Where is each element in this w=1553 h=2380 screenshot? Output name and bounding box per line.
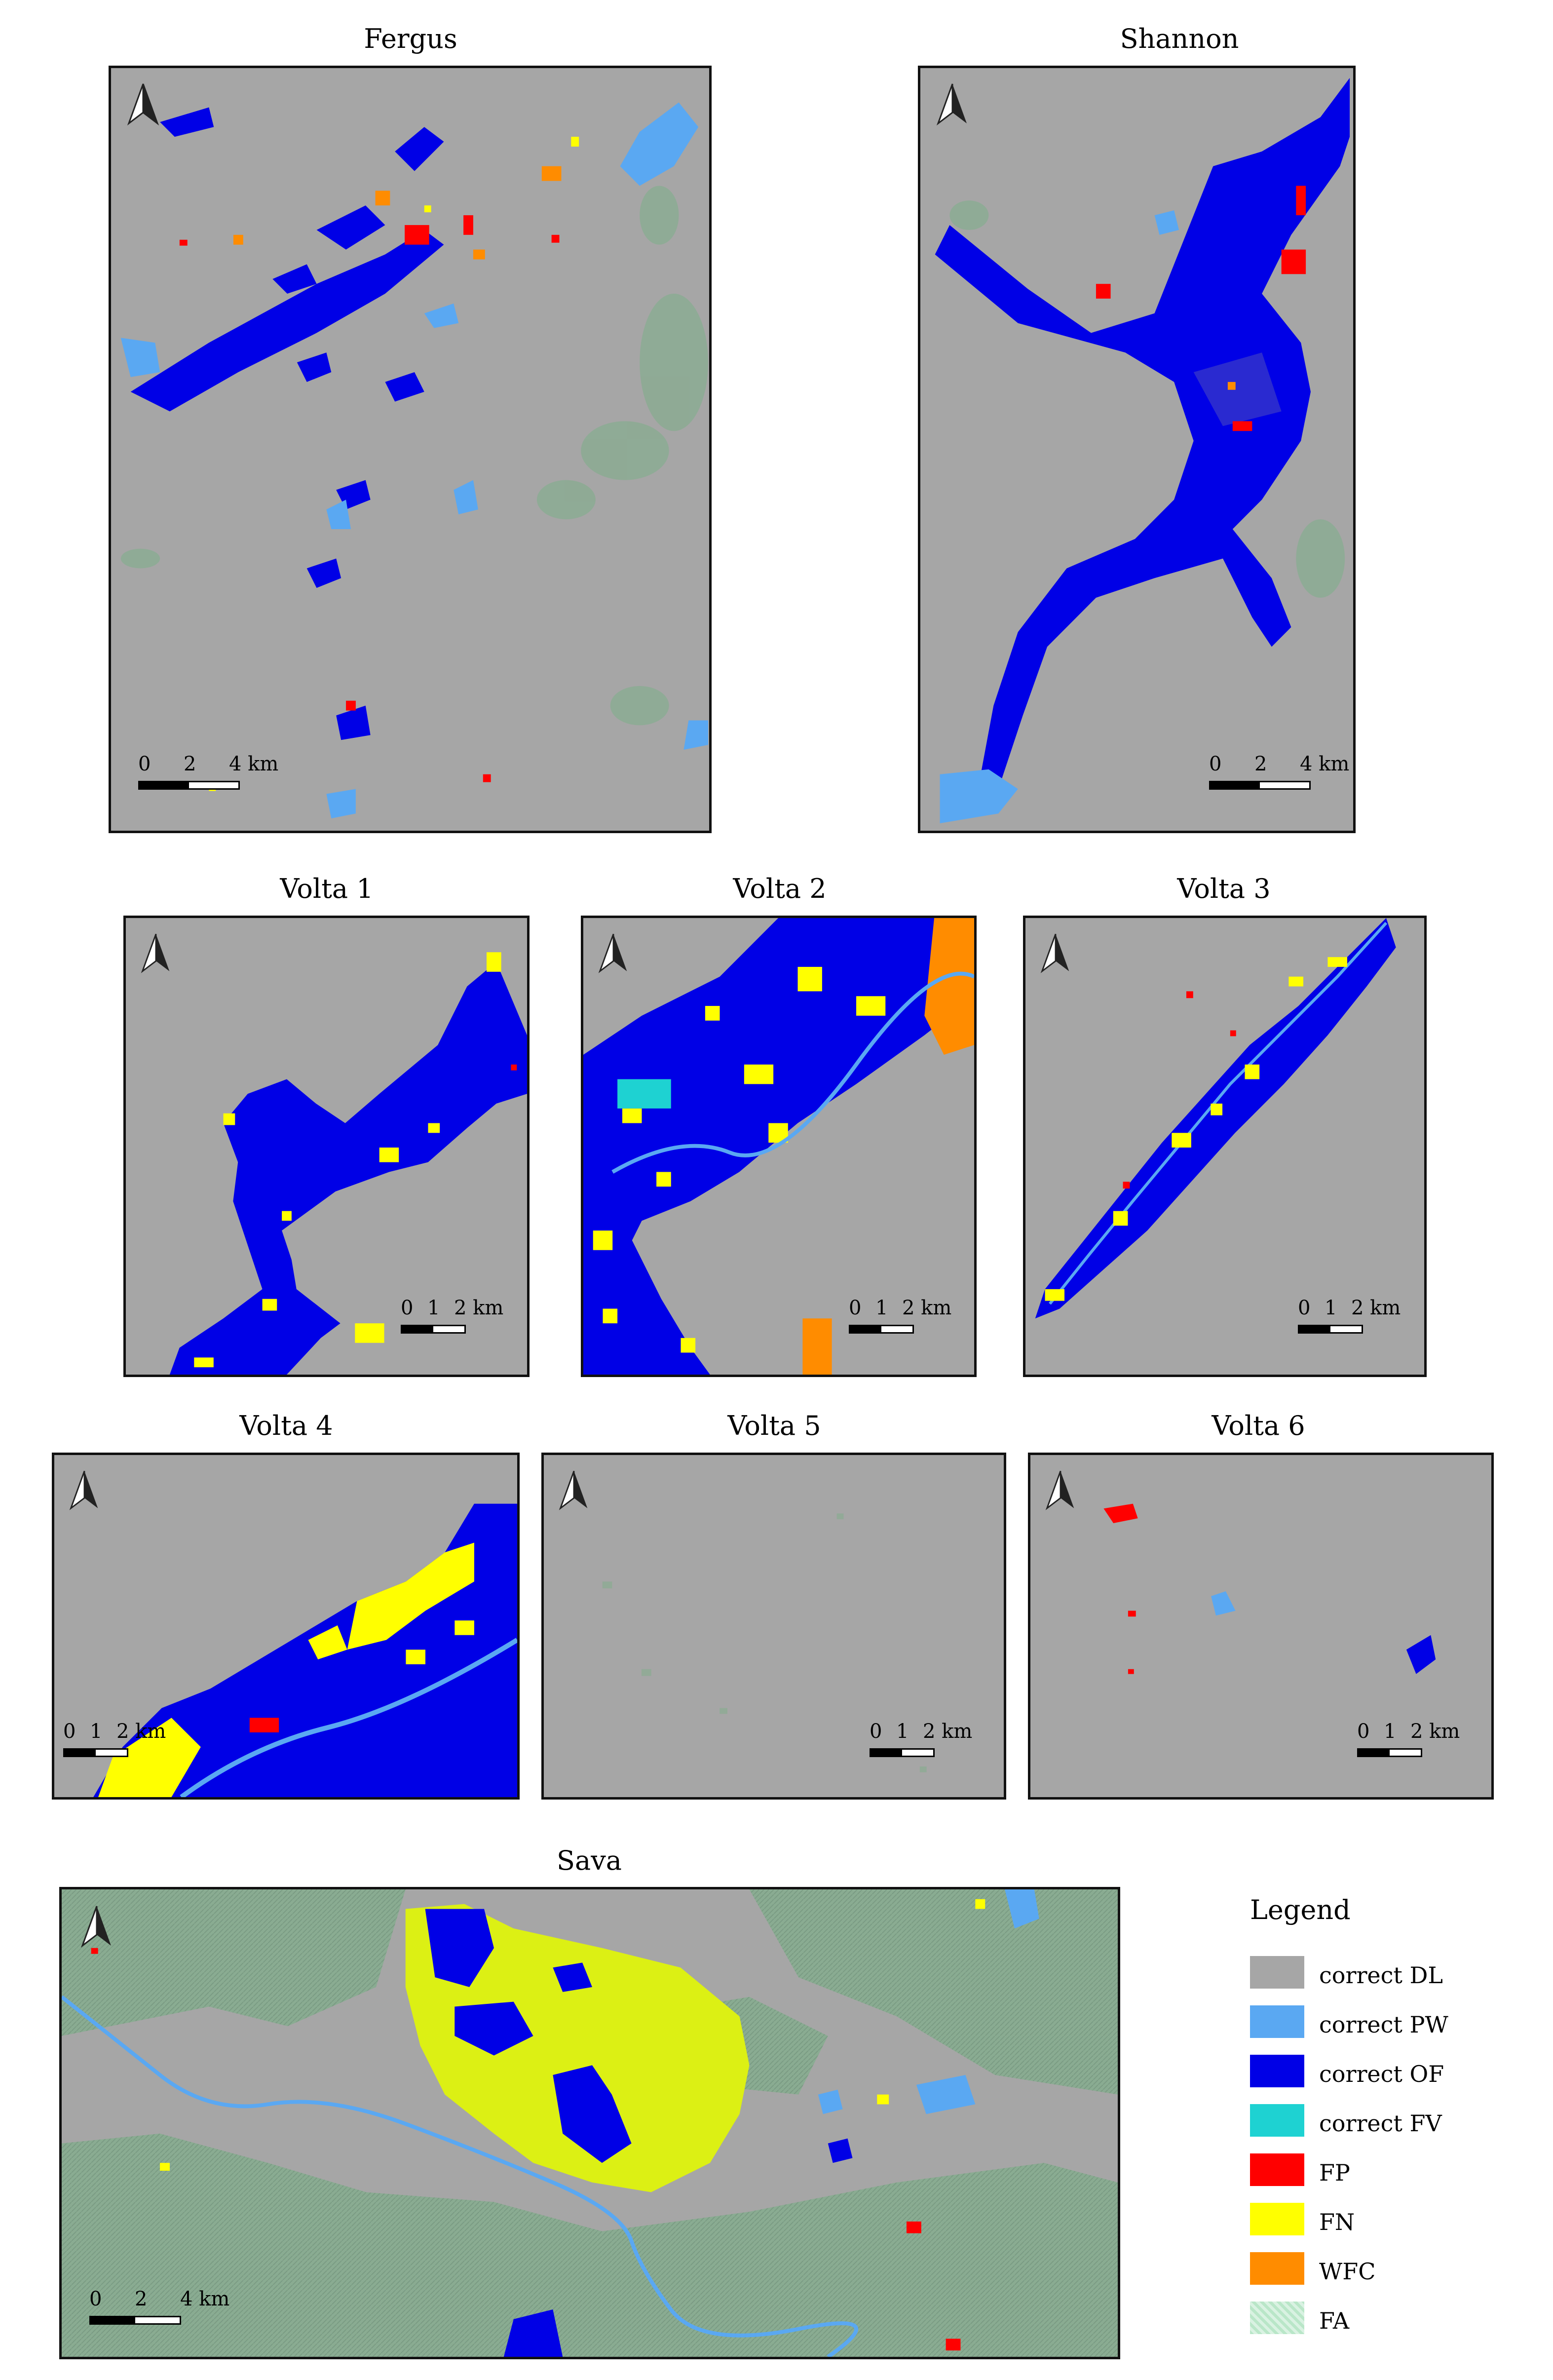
scale-label: 2 km [116,1720,166,1743]
legend-item-correct-dl: correct DL [1250,1956,1526,1991]
legend: Legend correct DL correct PW correct OF … [1250,1894,1526,2368]
scale-label: 0 [63,1720,76,1743]
scalebar-volta5: 0 1 2 km [870,1722,988,1761]
scale-label: 2 km [1410,1720,1460,1743]
swatch-cyan-icon [1250,2104,1304,2137]
scalebar-shannon: 0 2 4 km [1209,753,1349,794]
scale-label: 1 [90,1720,103,1743]
map-volta6: 0 1 2 km [1028,1453,1494,1800]
scale-label: 1 [896,1720,909,1743]
legend-label: FP [1319,2159,1350,2186]
map-volta2-layer [583,918,974,1375]
panel-title-volta1: Volta 1 [280,873,374,904]
scalebar-volta3: 0 1 2 km [1298,1298,1416,1338]
map-volta1: 0 1 2 km [123,916,530,1377]
scale-label: 2 [1254,753,1267,775]
north-arrow-icon [558,1469,590,1511]
swatch-red-icon [1250,2153,1304,2186]
scale-label: 0 [1357,1720,1370,1743]
north-arrow-icon [935,82,970,126]
panel-title-sava: Sava [557,1845,622,1876]
scale-label: 0 [849,1297,862,1319]
legend-item-correct-of: correct OF [1250,2055,1526,2089]
scale-label: 2 km [1351,1297,1401,1319]
swatch-yellow-icon [1250,2203,1304,2235]
legend-item-correct-fv: correct FV [1250,2104,1526,2139]
scale-label: 1 [427,1297,440,1319]
north-arrow-icon [597,932,630,974]
scale-label: 2 km [902,1297,952,1319]
scale-label: 4 km [229,753,279,775]
north-arrow-icon [1044,1469,1077,1511]
north-arrow-icon [1039,932,1072,974]
swatch-gray-icon [1250,1956,1304,1989]
swatch-green-hatched-icon [1250,2302,1304,2334]
map-volta5: 0 1 2 km [541,1453,1006,1800]
panel-title-fergus: Fergus [364,23,457,54]
map-volta4: 0 1 2 km [52,1453,520,1800]
map-volta1-layer [169,952,527,1375]
panel-title-volta5: Volta 5 [727,1410,821,1441]
map-sava: 0 2 4 km [59,1887,1120,2359]
scale-label: 0 [401,1297,414,1319]
map-fergus: 0 2 4 km [109,66,712,833]
legend-label: correct OF [1319,2061,1444,2087]
scalebar-volta1: 0 1 2 km [401,1298,519,1338]
legend-label: FN [1319,2209,1355,2235]
map-volta4-layer [93,1503,517,1797]
map-volta6-layer [1103,1503,1436,1674]
swatch-orange-icon [1250,2252,1304,2285]
legend-item-fp: FP [1250,2153,1526,2188]
panel-title-volta3: Volta 3 [1177,873,1271,904]
scale-label: 2 [135,2288,148,2310]
scale-label: 1 [1325,1297,1337,1319]
swatch-blue-icon [1250,2055,1304,2087]
map-volta3: 0 1 2 km [1023,916,1427,1377]
scale-label: 4 km [1300,753,1350,775]
legend-item-fn: FN [1250,2203,1526,2237]
scale-label: 4 km [180,2288,230,2310]
scale-label: 2 km [454,1297,504,1319]
scale-label: 2 km [923,1720,973,1743]
legend-label: WFC [1319,2258,1376,2285]
scale-label: 1 [875,1297,888,1319]
map-volta3-layer [1035,918,1396,1319]
panel-title-shannon: Shannon [1120,23,1239,54]
scale-label: 0 [1209,753,1222,775]
legend-item-fa: FA [1250,2302,1526,2336]
scale-label: 0 [1298,1297,1311,1319]
panel-title-volta4: Volta 4 [239,1410,333,1441]
scalebar-volta4: 0 1 2 km [63,1722,182,1761]
scalebar-sava: 0 2 4 km [89,2288,229,2329]
scale-label: 0 [870,1720,882,1743]
legend-item-correct-pw: correct PW [1250,2005,1526,2040]
legend-item-wfc: WFC [1250,2252,1526,2287]
map-shannon: 0 2 4 km [918,66,1356,833]
legend-title: Legend [1250,1894,1351,1925]
north-arrow-icon [79,1904,114,1949]
map-sava-layer [62,1889,1118,2357]
legend-label: correct DL [1319,1962,1443,1989]
scale-label: 1 [1384,1720,1397,1743]
map-volta2: 0 1 2 km [581,916,977,1377]
map-volta5-layer [602,1513,927,1772]
legend-label: FA [1319,2307,1350,2334]
scalebar-volta2: 0 1 2 km [849,1298,967,1338]
swatch-light-blue-icon [1250,2005,1304,2038]
legend-label: correct PW [1319,2011,1448,2038]
panel-title-volta2: Volta 2 [733,873,827,904]
map-fergus-layer [120,102,709,819]
legend-label: correct FV [1319,2110,1442,2137]
scale-label: 0 [89,2288,102,2310]
north-arrow-icon [140,932,172,974]
north-arrow-icon [126,82,160,126]
panel-title-volta6: Volta 6 [1212,1410,1305,1441]
scalebar-fergus: 0 2 4 km [138,753,278,794]
map-shannon-layer [935,77,1350,824]
scale-label: 0 [138,753,151,775]
north-arrow-icon [68,1469,101,1511]
scale-label: 2 [184,753,196,775]
scalebar-volta6: 0 1 2 km [1357,1722,1476,1761]
